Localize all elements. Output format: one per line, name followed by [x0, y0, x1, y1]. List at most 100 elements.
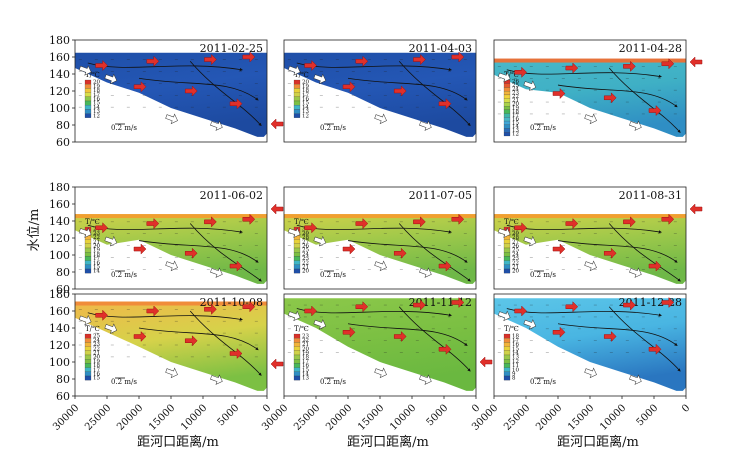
white-flow-arrow	[419, 374, 432, 385]
red-flow-arrow	[603, 330, 617, 343]
legend-swatch	[293, 252, 301, 257]
legend-tick-label: 18	[93, 252, 100, 258]
red-flow-arrow	[413, 216, 426, 228]
white-flow-arrow	[584, 367, 597, 379]
legend-tick-label: 19	[512, 105, 519, 111]
legend-swatch	[503, 239, 511, 244]
legend-swatch	[84, 333, 92, 339]
red-flow-arrow	[133, 330, 147, 343]
red-flow-arrow	[514, 222, 527, 234]
panel-frame	[493, 186, 687, 290]
legend-tick-label: 19	[302, 351, 309, 357]
red-flow-arrow	[648, 343, 662, 355]
legend-swatch	[503, 338, 511, 343]
surface-warm-layer	[75, 214, 267, 219]
red-flow-arrow	[393, 247, 407, 259]
red-flow-arrow	[342, 326, 356, 338]
scale-label: 0.2 m/s	[111, 378, 137, 386]
legend-tick-label: 12	[512, 359, 519, 365]
y-tick-label: 60	[56, 390, 70, 403]
legend-tick-label: 24	[302, 252, 309, 258]
legend-tick-label: 22	[93, 346, 100, 352]
red-flow-arrow	[565, 301, 579, 313]
x-tick-label: 5000	[216, 403, 242, 429]
legend-tick-label: 17	[93, 92, 100, 98]
white-flow-arrow	[287, 65, 301, 76]
panel-title: 2011-08-31	[619, 189, 682, 202]
x-tick-label: 20000	[324, 403, 354, 433]
streamline	[608, 306, 681, 372]
white-flow-arrow	[374, 113, 387, 125]
water-body	[75, 52, 267, 137]
streamline	[398, 60, 471, 127]
x-axis-label-left: 距河口距离/m	[137, 434, 219, 450]
legend-swatch	[293, 338, 301, 343]
red-flow-arrow	[552, 326, 566, 338]
white-flow-arrow	[374, 260, 387, 272]
red-flow-arrow	[133, 81, 147, 93]
legend-swatch	[84, 338, 92, 343]
white-flow-arrow	[497, 310, 511, 322]
scale-label: 0.2 m/s	[111, 271, 137, 279]
legend-tick-label: 26	[512, 244, 519, 250]
legend-tick-label: 14	[512, 351, 519, 357]
y-tick-label: 80	[56, 119, 70, 132]
red-flow-arrow	[146, 305, 160, 317]
chart-panel: 2011-07-05T/℃30292827262524232221200.2 m…	[283, 186, 477, 290]
legend-swatch	[503, 268, 511, 274]
legend-tick-label: 17	[93, 367, 100, 373]
legend-tick-label: 17	[302, 92, 309, 98]
red-flow-arrow	[229, 347, 243, 360]
white-flow-arrow	[497, 71, 511, 83]
scale-label: 0.2 m/s	[111, 124, 137, 132]
legend-tick-label: 14	[302, 372, 309, 378]
legend-swatch	[293, 79, 301, 85]
legend-tick-label: 25	[512, 83, 519, 89]
legend-tick-label: 16	[93, 260, 100, 266]
y-tick-label: 180	[49, 34, 70, 47]
white-flow-arrow	[313, 319, 327, 330]
legend-swatch	[503, 94, 511, 99]
red-flow-arrow	[451, 51, 465, 63]
red-flow-arrow	[565, 217, 579, 230]
streamline	[189, 223, 262, 282]
legend-swatch	[293, 96, 301, 102]
legend-swatch	[293, 109, 301, 114]
y-tick-label: 180	[49, 181, 70, 194]
legend-tick-label: 23	[93, 231, 100, 237]
legend-swatch	[503, 346, 511, 351]
water-body	[75, 215, 267, 284]
y-tick-label: 120	[49, 85, 70, 98]
y-tick-label: 120	[49, 232, 70, 245]
legend-swatch	[293, 333, 301, 339]
white-flow-arrow	[584, 260, 597, 272]
chart-panel: 2011-08-31T/℃30292827262524232221200.2 m…	[493, 186, 703, 290]
legend-swatch	[84, 79, 92, 85]
streamline	[557, 323, 678, 346]
legend-swatch	[84, 113, 92, 118]
red-flow-arrow	[355, 217, 369, 230]
red-flow-arrow	[393, 85, 407, 97]
legend-swatch	[503, 247, 511, 253]
surface-warm-layer	[494, 214, 686, 219]
red-flow-arrow	[146, 55, 160, 67]
streamline	[557, 84, 678, 108]
legend-swatch	[503, 359, 511, 364]
legend-tick-label: 23	[93, 342, 100, 348]
legend-swatch	[293, 105, 301, 110]
legend-tick-label: 17	[512, 113, 519, 119]
red-flow-arrow	[565, 62, 579, 74]
x-tick-label: 25000	[83, 403, 113, 433]
white-flow-arrow	[210, 267, 223, 278]
scale-label: 0.2 m/s	[530, 271, 556, 279]
legend-tick-label: 27	[512, 239, 519, 245]
panel-frame	[283, 186, 477, 290]
legend-tick-label: 17	[302, 359, 309, 365]
legend-title: T/℃	[294, 71, 309, 79]
legend-swatch	[84, 109, 92, 114]
legend-swatch	[503, 354, 511, 360]
surface-warm-layer	[75, 301, 267, 306]
legend-swatch	[84, 256, 92, 261]
legend-swatch	[503, 120, 511, 125]
legend-tick-label: 18	[512, 109, 519, 115]
